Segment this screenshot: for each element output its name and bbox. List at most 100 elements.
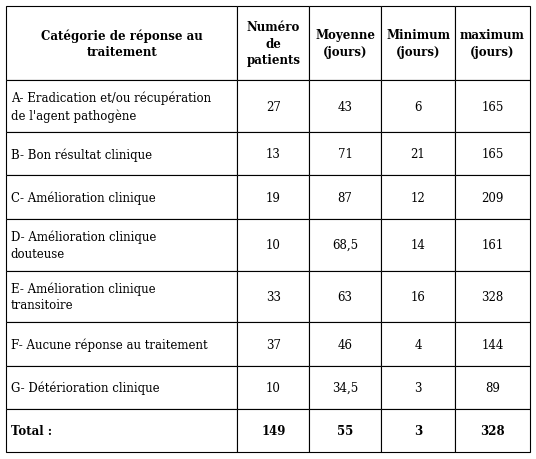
Bar <box>6 81 237 133</box>
Bar <box>455 133 530 176</box>
Bar <box>237 7 309 81</box>
Bar <box>455 81 530 133</box>
Bar <box>309 409 381 452</box>
Text: E- Amélioration clinique
transitoire: E- Amélioration clinique transitoire <box>11 282 155 312</box>
Bar <box>6 323 237 366</box>
Bar <box>381 219 455 271</box>
Bar <box>381 271 455 323</box>
Bar <box>237 219 309 271</box>
Bar <box>309 219 381 271</box>
Bar <box>6 176 237 219</box>
Bar <box>309 133 381 176</box>
Bar <box>237 219 309 271</box>
Bar <box>381 133 455 176</box>
Bar <box>381 81 455 133</box>
Bar <box>6 323 237 366</box>
Bar <box>381 409 455 452</box>
Bar <box>455 219 530 271</box>
Bar <box>309 176 381 219</box>
Bar <box>237 176 309 219</box>
Text: 3: 3 <box>414 381 422 394</box>
Bar <box>6 271 237 323</box>
Bar <box>309 7 381 81</box>
Bar <box>309 366 381 409</box>
Text: 21: 21 <box>411 148 426 161</box>
Bar <box>309 176 381 219</box>
Text: 43: 43 <box>338 101 353 113</box>
Bar <box>309 81 381 133</box>
Text: G- Détérioration clinique: G- Détérioration clinique <box>11 381 159 394</box>
Text: 68,5: 68,5 <box>332 239 358 252</box>
Bar <box>455 366 530 409</box>
Bar <box>237 7 309 81</box>
Text: 328: 328 <box>481 291 503 303</box>
Bar <box>381 409 455 452</box>
Bar <box>237 271 309 323</box>
Text: Numéro
de
patients: Numéro de patients <box>247 21 300 67</box>
Bar <box>237 133 309 176</box>
Bar <box>309 271 381 323</box>
Text: 16: 16 <box>411 291 426 303</box>
Bar <box>237 366 309 409</box>
Bar <box>381 366 455 409</box>
Bar <box>237 366 309 409</box>
Text: B- Bon résultat clinique: B- Bon résultat clinique <box>11 148 152 161</box>
Bar <box>309 81 381 133</box>
Bar <box>237 323 309 366</box>
Text: Minimum
(jours): Minimum (jours) <box>386 29 450 59</box>
Bar <box>381 7 455 81</box>
Text: 144: 144 <box>481 338 504 351</box>
Bar <box>381 133 455 176</box>
Bar <box>455 409 530 452</box>
Bar <box>6 271 237 323</box>
Bar <box>381 176 455 219</box>
Text: 27: 27 <box>266 101 281 113</box>
Bar <box>455 133 530 176</box>
Text: 4: 4 <box>414 338 422 351</box>
Bar <box>455 219 530 271</box>
Text: 165: 165 <box>481 148 504 161</box>
Bar <box>237 176 309 219</box>
Bar <box>237 409 309 452</box>
Text: 37: 37 <box>266 338 281 351</box>
Bar <box>237 133 309 176</box>
Bar <box>6 81 237 133</box>
Text: 165: 165 <box>481 101 504 113</box>
Bar <box>6 219 237 271</box>
Bar <box>455 271 530 323</box>
Bar <box>6 133 237 176</box>
Bar <box>6 366 237 409</box>
Text: 63: 63 <box>338 291 353 303</box>
Text: 161: 161 <box>481 239 503 252</box>
Bar <box>455 271 530 323</box>
Bar <box>6 219 237 271</box>
Text: 19: 19 <box>266 191 281 204</box>
Bar <box>455 323 530 366</box>
Bar <box>381 176 455 219</box>
Text: 89: 89 <box>485 381 500 394</box>
Bar <box>381 323 455 366</box>
Text: D- Amélioration clinique
douteuse: D- Amélioration clinique douteuse <box>11 230 156 260</box>
Bar <box>381 81 455 133</box>
Text: 149: 149 <box>261 424 286 437</box>
Bar <box>6 7 237 81</box>
Bar <box>309 7 381 81</box>
Text: 12: 12 <box>411 191 426 204</box>
Bar <box>455 176 530 219</box>
Text: 13: 13 <box>266 148 281 161</box>
Text: 10: 10 <box>266 381 281 394</box>
Text: 87: 87 <box>338 191 353 204</box>
Text: 3: 3 <box>414 424 422 437</box>
Bar <box>381 7 455 81</box>
Text: A- Eradication et/ou récupération
de l'agent pathogène: A- Eradication et/ou récupération de l'a… <box>11 92 211 123</box>
Bar <box>237 409 309 452</box>
Text: C- Amélioration clinique: C- Amélioration clinique <box>11 191 155 204</box>
Bar <box>309 409 381 452</box>
Bar <box>381 271 455 323</box>
Bar <box>455 366 530 409</box>
Bar <box>6 409 237 452</box>
Bar <box>381 323 455 366</box>
Bar <box>237 81 309 133</box>
Text: 10: 10 <box>266 239 281 252</box>
Bar <box>309 133 381 176</box>
